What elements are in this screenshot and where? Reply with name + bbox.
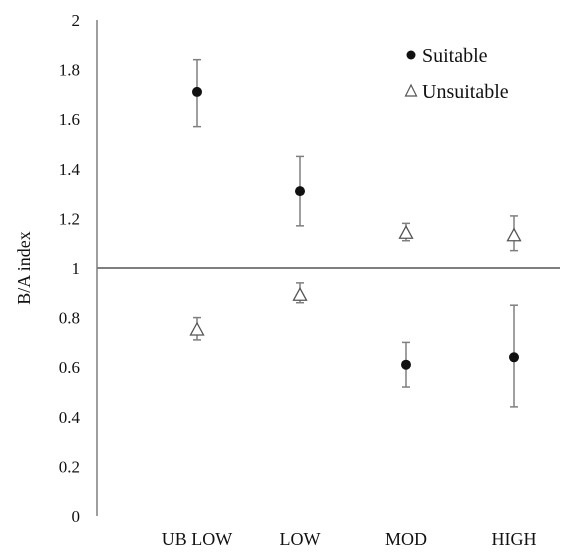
unsuitable-point [292,286,308,301]
unsuitable-point [398,224,414,239]
y-axis-title: B/A index [14,231,34,305]
data-points [189,86,522,370]
suitable-point [192,86,202,97]
y-tick-label: 0.4 [59,408,81,427]
legend: Suitable Unsuitable [404,45,509,103]
y-axis-ticks: 0 0.2 0.4 0.6 0.8 1 1.2 1.4 1.6 1.8 2 [59,11,81,526]
x-category-label: UB LOW [162,529,233,549]
y-tick-label: 0.2 [59,457,80,476]
x-category-label: MOD [385,529,427,549]
y-tick-label: 1.6 [59,110,80,129]
y-tick-label: 0.6 [59,358,80,377]
suitable-point [295,186,305,197]
legend-suitable-marker [406,50,416,60]
legend-unsuitable-marker [404,83,418,97]
y-tick-label: 1.8 [59,61,80,80]
legend-suitable-label: Suitable [422,45,488,67]
y-tick-label: 1 [72,259,81,278]
x-category-label: LOW [280,529,321,549]
x-category-label: HIGH [492,529,537,549]
error-bars [193,58,518,408]
y-tick-label: 0.8 [59,309,80,328]
y-tick-label: 1.2 [59,209,80,228]
y-tick-label: 2 [72,11,81,30]
suitable-point [509,352,519,363]
x-axis-categories: UB LOW LOW MOD HIGH [162,529,537,549]
y-tick-label: 0 [72,507,81,526]
suitable-point [401,359,411,370]
unsuitable-point [189,321,205,336]
unsuitable-point [506,227,522,242]
legend-unsuitable-label: Unsuitable [422,81,509,103]
y-tick-label: 1.4 [59,160,81,179]
